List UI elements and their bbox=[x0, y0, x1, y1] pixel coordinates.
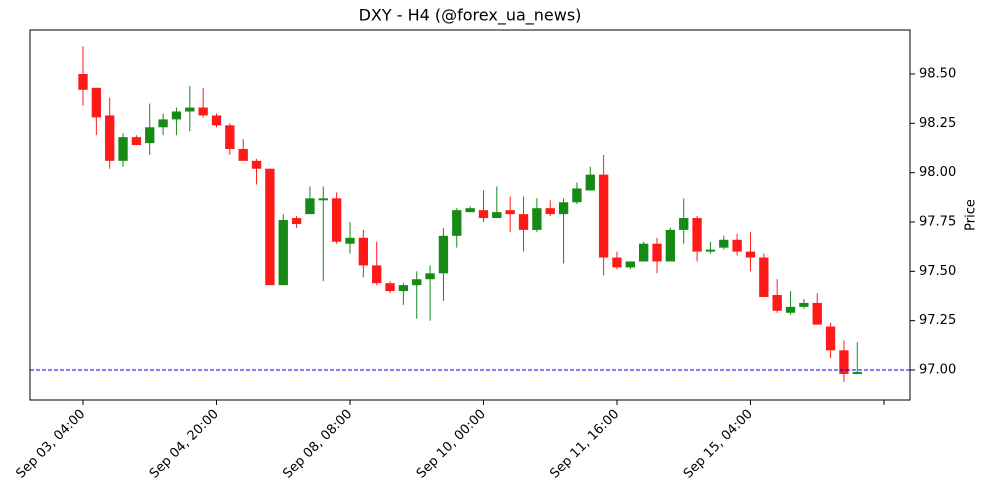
candle-body bbox=[545, 208, 555, 215]
candle-body bbox=[679, 218, 689, 230]
candle-body bbox=[345, 237, 355, 244]
candle-body bbox=[291, 218, 302, 224]
y-tick-label: 97.25 bbox=[919, 313, 956, 328]
candle-body bbox=[532, 208, 542, 230]
candle-body bbox=[639, 243, 649, 262]
candle-body bbox=[105, 115, 115, 161]
candle-body bbox=[278, 220, 288, 286]
candle-body bbox=[799, 302, 809, 307]
candle-body bbox=[732, 239, 742, 252]
candle-body bbox=[625, 261, 635, 268]
candle-body bbox=[225, 125, 235, 149]
candle-body bbox=[719, 239, 729, 248]
candle-body bbox=[131, 137, 142, 146]
candle-body bbox=[852, 371, 862, 374]
candle-body bbox=[331, 198, 342, 242]
candle-body bbox=[558, 202, 569, 215]
candle-body bbox=[398, 285, 409, 292]
chart-title: DXY - H4 (@forex_ua_news) bbox=[359, 6, 582, 26]
candle-body bbox=[438, 235, 449, 274]
candle-body bbox=[585, 174, 595, 191]
candle-body bbox=[425, 273, 435, 280]
candle-body bbox=[478, 210, 489, 219]
x-tick-label: Sep 11, 16:00 bbox=[547, 407, 622, 482]
candle-body bbox=[305, 198, 315, 215]
candle-body bbox=[158, 119, 168, 128]
candle-body bbox=[211, 115, 222, 126]
y-tick-label: 97.75 bbox=[919, 215, 956, 230]
candle-body bbox=[238, 148, 248, 161]
candle-body bbox=[825, 326, 836, 351]
candle-body bbox=[652, 243, 662, 262]
candle-body bbox=[358, 237, 369, 266]
y-tick-label: 98.25 bbox=[919, 116, 956, 131]
candle-body bbox=[759, 257, 769, 297]
candle-body bbox=[785, 306, 796, 313]
candle-body bbox=[171, 111, 182, 120]
candle-body bbox=[385, 283, 395, 292]
candle-body bbox=[465, 208, 475, 213]
plot-frame bbox=[29, 29, 911, 401]
candle-body bbox=[185, 107, 195, 112]
candle-body bbox=[492, 212, 502, 219]
x-tick-label: Sep 15, 04:00 bbox=[681, 407, 756, 482]
candle-body bbox=[318, 198, 328, 201]
candle-body bbox=[452, 210, 462, 236]
y-tick-label: 97.00 bbox=[919, 363, 956, 378]
x-tick-label: Sep 10, 00:00 bbox=[414, 407, 489, 482]
y-tick-label: 97.50 bbox=[919, 264, 956, 279]
candle-body bbox=[612, 257, 622, 268]
y-tick-label: 98.50 bbox=[919, 67, 956, 82]
candle-body bbox=[518, 214, 529, 230]
candle-body bbox=[118, 137, 128, 161]
candle-body bbox=[78, 74, 88, 90]
x-tick-label: Sep 08, 08:00 bbox=[280, 407, 355, 482]
candle-body bbox=[598, 174, 609, 258]
candle-body bbox=[251, 160, 262, 169]
y-tick-label: 98.00 bbox=[919, 165, 956, 180]
candle-body bbox=[705, 249, 716, 252]
candle-body bbox=[505, 210, 515, 215]
candle-body bbox=[412, 279, 422, 286]
candle-body bbox=[145, 127, 155, 144]
candle-body bbox=[372, 265, 382, 284]
candle-body bbox=[665, 229, 676, 262]
candle-body bbox=[572, 188, 582, 203]
x-tick-label: Sep 03, 04:00 bbox=[13, 407, 88, 482]
candle-body bbox=[772, 295, 782, 311]
y-axis-label: Price bbox=[964, 199, 979, 231]
candle-body bbox=[745, 251, 756, 258]
candle-body bbox=[692, 218, 702, 252]
candle-body bbox=[198, 107, 208, 116]
candle-body bbox=[265, 168, 275, 286]
candle-body bbox=[839, 350, 849, 374]
x-tick-label: Sep 04, 20:00 bbox=[147, 407, 222, 482]
candle-body bbox=[91, 87, 102, 118]
candle-body bbox=[812, 302, 822, 325]
